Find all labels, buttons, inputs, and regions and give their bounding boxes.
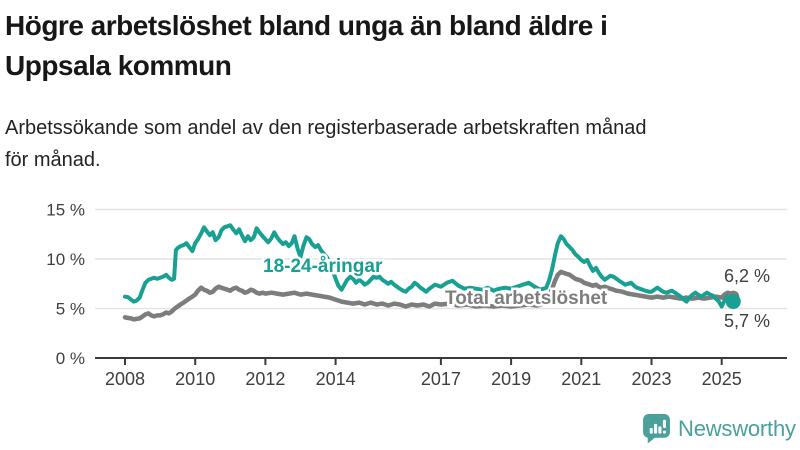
series-end-value-label: 5,7 % (724, 311, 770, 331)
page-title-line-1: Högre arbetslöshet bland unga än bland ä… (5, 10, 608, 41)
y-tick-label: 10 % (46, 250, 85, 269)
x-tick-label: 2010 (175, 369, 215, 389)
page-title-line-2: Uppsala kommun (5, 50, 232, 81)
y-tick-label: 15 % (46, 201, 85, 220)
series-line-18-24-ringar (123, 223, 736, 309)
chart-subtitle: Arbetssökande som andel av den registerb… (5, 112, 795, 176)
chart-subtitle-line-1: Arbetssökande som andel av den registerb… (5, 117, 647, 139)
series-label-18-24-ringar: 18-24-åringar (263, 256, 383, 277)
series-end-dot-18-24-ringar (725, 294, 741, 310)
x-tick-label: 2019 (491, 369, 531, 389)
series-line-total-arbetsl-shet (122, 269, 736, 322)
newsworthy-logo: Newsworthy (642, 413, 796, 444)
newsworthy-bubble-chart-icon (643, 414, 670, 444)
x-tick-label: 2012 (245, 369, 285, 389)
y-tick-label: 5 % (56, 300, 85, 319)
x-tick-label: 2021 (561, 369, 601, 389)
y-tick-label: 0 % (56, 349, 85, 368)
x-tick-label: 2014 (316, 369, 356, 389)
newsworthy-logo-text: Newsworthy (678, 415, 796, 441)
series-label-total-arbetsl-shet: Total arbetslöshet (445, 288, 608, 309)
x-tick-label: 2023 (631, 369, 671, 389)
page-title: Högre arbetslöshet bland unga än bland ä… (5, 6, 795, 86)
x-tick-label: 2025 (702, 369, 742, 389)
x-tick-label: 2008 (105, 369, 145, 389)
chart-subtitle-line-2: för månad. (5, 149, 101, 171)
series-end-value-label: 6,2 % (724, 266, 770, 286)
x-tick-label: 2017 (421, 369, 461, 389)
